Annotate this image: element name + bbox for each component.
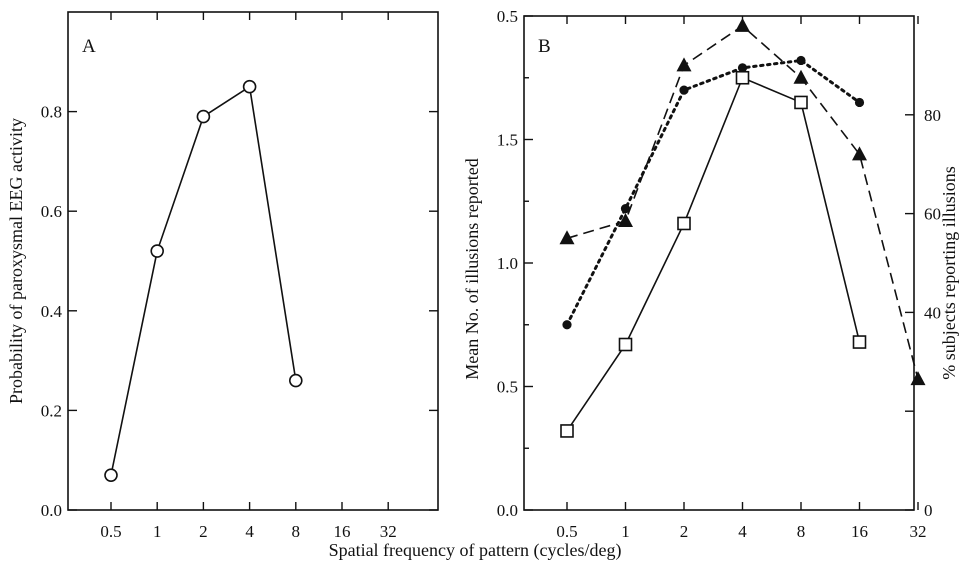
y-tick-label: 0.0 (497, 501, 518, 520)
series-line (110, 85, 297, 476)
x-tick-label: 16 (334, 522, 351, 541)
x-tick-label: 2 (680, 522, 689, 541)
y2-axis-title: % subjects reporting illusions (939, 166, 959, 379)
data-point (735, 17, 750, 32)
data-point (679, 85, 689, 95)
plot-frame (523, 15, 915, 511)
panel-a: 0.5 1 2 4 8 16 32 0.0 0.2 0.4 0.6 0.8 A Probability o… (6, 11, 439, 541)
shared-x-axis-title: Spatial frequency of pattern (cycles/deg… (329, 540, 622, 561)
y2-tick-label: 60 (924, 205, 941, 224)
y-tick-label: 0.8 (41, 103, 62, 122)
data-point (854, 97, 865, 108)
data-point (852, 335, 867, 349)
data-point (676, 57, 692, 72)
y-tick-label: 1.5 (497, 131, 518, 150)
data-point (288, 373, 303, 388)
x-tick-label: 1 (153, 522, 162, 541)
data-point (196, 109, 211, 124)
data-point (559, 230, 575, 245)
data-point (793, 69, 809, 84)
y-tick-label: 0.2 (41, 401, 62, 420)
series-line (566, 76, 861, 432)
y-tick-label: 0.4 (41, 302, 63, 321)
x-tick-label: 16 (851, 522, 868, 541)
data-point (735, 70, 750, 85)
data-point (242, 79, 257, 94)
x-tick-label: 0.5 (556, 522, 577, 541)
y-tick-label: 0.6 (41, 202, 62, 221)
y-tick-label: 0.5 (497, 378, 518, 397)
x-tick-label: 8 (292, 522, 301, 541)
y-axis-title: Mean No. of illusions reported (462, 158, 482, 379)
y2-tick-label: 0 (924, 501, 933, 520)
x-tick-label: 4 (245, 522, 254, 541)
data-point (737, 63, 748, 73)
data-point (104, 468, 118, 482)
data-point (618, 337, 633, 352)
x-tick-label: 1 (621, 522, 630, 541)
y-axis-title: Probability of paroxysmal EEG activity (6, 118, 26, 404)
panel-b: 0.5 1 2 4 8 16 32 0.0 0.5 1.0 1.5 0.5 0 40 60 80 % subje… (462, 7, 959, 541)
x-tick-label: 4 (738, 522, 747, 541)
plot-frame (67, 11, 439, 511)
series-line (565, 58, 861, 327)
y2-tick-label: 40 (924, 303, 941, 322)
data-point (618, 213, 633, 228)
x-tick-label: 32 (910, 522, 927, 541)
y-tick-label: 1.0 (497, 254, 518, 273)
data-point (150, 244, 164, 258)
data-point (560, 424, 574, 438)
y2-tick-label: 80 (924, 106, 941, 125)
data-point (562, 320, 572, 330)
data-point (796, 55, 806, 66)
x-tick-label: 2 (199, 522, 208, 541)
x-tick-label: 8 (797, 522, 806, 541)
panel-label: B (538, 36, 551, 57)
y-tick-label: 0.5 (497, 7, 518, 26)
x-tick-label: 32 (380, 522, 397, 541)
y-tick-label: 0.0 (41, 501, 62, 520)
x-tick-label: 0.5 (100, 522, 121, 541)
data-point (794, 95, 808, 110)
panel-label: A (82, 36, 96, 57)
data-point (677, 216, 691, 231)
data-point (852, 146, 867, 161)
data-point (620, 204, 631, 214)
data-point (910, 371, 926, 386)
